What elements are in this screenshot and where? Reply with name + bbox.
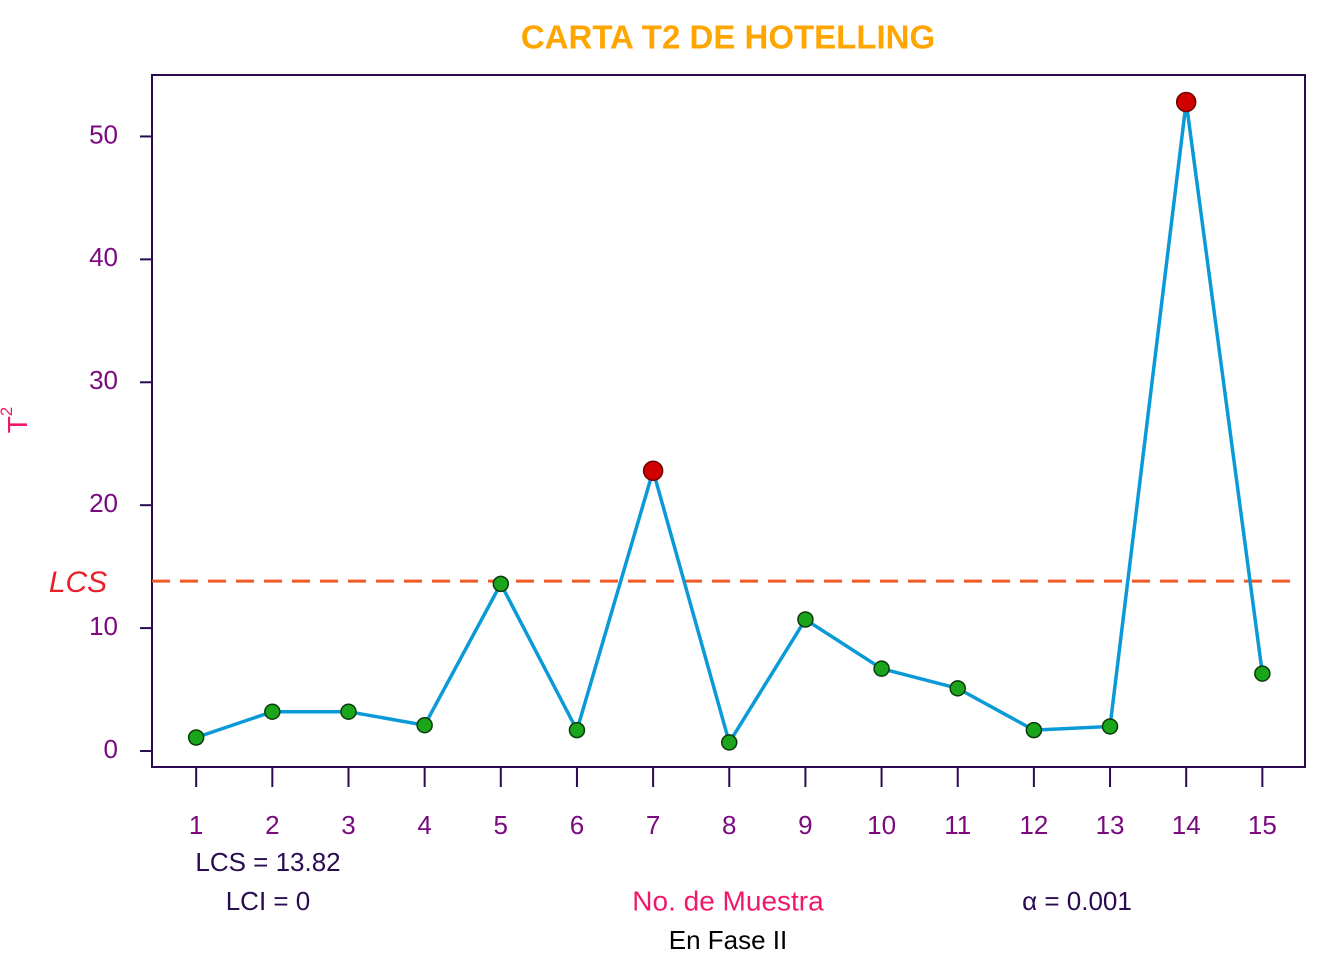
x-tick-label: 3 xyxy=(341,810,355,840)
x-tick-label: 12 xyxy=(1019,810,1048,840)
y-tick-label: 40 xyxy=(89,242,118,272)
x-tick-label: 6 xyxy=(570,810,584,840)
out-point xyxy=(642,460,664,482)
chart-title: CARTA T2 DE HOTELLING xyxy=(521,19,935,56)
point xyxy=(949,680,966,697)
point xyxy=(568,721,586,739)
point xyxy=(1101,718,1119,735)
x-tick-label: 15 xyxy=(1248,810,1277,840)
lcl-text: LCI = 0 xyxy=(226,886,311,916)
y-label-main: T xyxy=(2,416,33,433)
point xyxy=(797,611,814,628)
x-tick-label: 5 xyxy=(494,810,508,840)
y-label-sup: 2 xyxy=(0,407,16,416)
point xyxy=(340,703,357,720)
ucl-label: LCS xyxy=(49,566,107,599)
y-tick-label: 30 xyxy=(89,365,118,395)
x-tick-label: 4 xyxy=(417,810,431,840)
x-tick-label: 9 xyxy=(798,810,812,840)
point xyxy=(264,703,281,720)
point xyxy=(416,716,433,734)
point xyxy=(873,660,890,677)
x-tick-label: 10 xyxy=(867,810,896,840)
y-tick-label: 20 xyxy=(89,488,118,518)
point xyxy=(721,734,738,751)
alpha-text: α = 0.001 xyxy=(1022,886,1132,916)
point xyxy=(187,729,205,746)
x-tick-label: 2 xyxy=(265,810,279,840)
x-tick-label: 8 xyxy=(722,810,736,840)
y-axis-label: T2 xyxy=(0,407,33,434)
x-axis-label: No. de Muestra xyxy=(632,885,824,916)
y-tick-label: 0 xyxy=(104,734,118,764)
x-tick-label: 1 xyxy=(189,810,203,840)
y-tick-label: 10 xyxy=(89,611,118,641)
x-tick-label: 7 xyxy=(646,810,660,840)
x-tick-label: 13 xyxy=(1096,810,1125,840)
point xyxy=(492,575,510,593)
ucl-text: LCS = 13.82 xyxy=(195,847,340,877)
x-tick-label: 14 xyxy=(1172,810,1201,840)
x-tick-label: 11 xyxy=(944,810,971,840)
out-point xyxy=(1175,91,1197,113)
y-tick-label: 50 xyxy=(89,119,118,149)
point xyxy=(1025,721,1043,739)
point xyxy=(1254,665,1271,682)
subtitle: En Fase II xyxy=(669,925,788,955)
